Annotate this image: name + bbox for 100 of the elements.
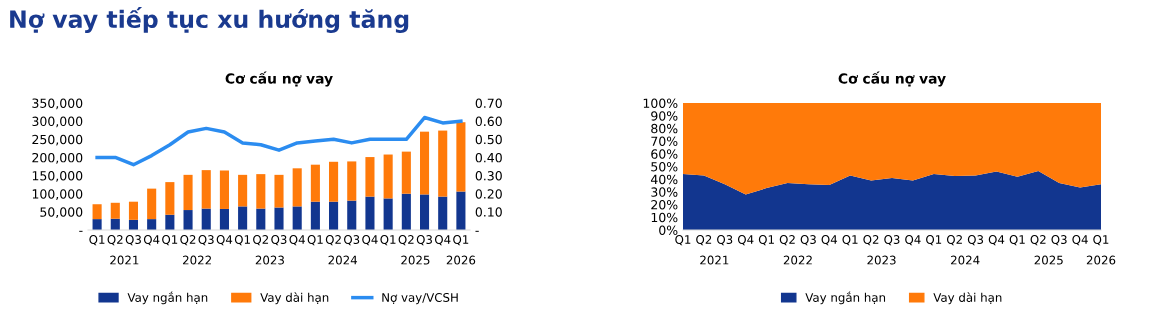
y2-tick-label: 0.60 xyxy=(475,116,502,127)
line-series xyxy=(95,115,463,167)
x-tick-label: Q3 xyxy=(884,235,900,246)
bar xyxy=(456,191,466,230)
bar xyxy=(419,194,430,230)
x-tick-label: Q4 xyxy=(362,235,378,246)
text: 2022 xyxy=(182,255,211,265)
bar xyxy=(183,210,193,230)
text: 2022 xyxy=(783,255,812,265)
bar xyxy=(110,202,120,219)
text: 2024 xyxy=(328,255,358,265)
x-tick-label: Q1 xyxy=(89,235,105,246)
x-tick-label: Q4 xyxy=(988,235,1005,246)
bar xyxy=(383,154,393,199)
y-tick-label: 60% xyxy=(651,149,678,159)
y2-tick-label: 0.50 xyxy=(475,134,502,145)
bar xyxy=(329,161,339,202)
text: 2026 xyxy=(1086,255,1116,265)
x-tick-label: Q1 xyxy=(675,235,691,246)
bar xyxy=(347,161,357,201)
bar xyxy=(147,219,157,230)
bar xyxy=(92,219,102,230)
bar xyxy=(256,174,266,209)
x-tick-label: Q1 xyxy=(162,235,178,246)
chart-title: Cơ cấu nợ vay xyxy=(838,71,946,87)
bar xyxy=(347,200,357,230)
bar xyxy=(365,157,375,197)
bar xyxy=(401,151,411,194)
bar xyxy=(438,196,448,230)
x-tick-label: Q2 xyxy=(863,235,879,246)
x-tick-label: Q4 xyxy=(821,235,838,246)
bar xyxy=(147,188,157,220)
y-tick-label: 150,000 xyxy=(32,171,83,182)
x-tick-label: Q2 xyxy=(696,235,712,246)
bar xyxy=(128,201,139,220)
bar xyxy=(292,206,302,230)
x-tick-label: Q1 xyxy=(380,235,396,246)
x-tick-label: Q3 xyxy=(198,235,214,246)
bar xyxy=(219,170,229,209)
x-tick-label: Q4 xyxy=(143,235,160,246)
text: 2021 xyxy=(110,255,139,265)
x-tick-label: Q2 xyxy=(180,235,196,246)
bar xyxy=(274,207,284,230)
legend-label: Nợ vay/VCSH xyxy=(382,292,458,305)
bar xyxy=(219,208,229,230)
y-tick-label: 10% xyxy=(651,212,678,223)
x-tick-label: Q2 xyxy=(946,235,962,246)
x-tick-label: Q2 xyxy=(779,235,795,246)
y-tick-label: 100,000 xyxy=(32,189,83,200)
bar xyxy=(456,122,466,192)
text: 2026 xyxy=(446,255,476,265)
bar xyxy=(201,170,211,209)
text: 2025 xyxy=(1034,255,1063,265)
bar xyxy=(201,208,211,230)
x-tick-label: Q2 xyxy=(325,235,341,246)
x-tick-label: Q3 xyxy=(125,235,141,246)
x-tick-label: Q4 xyxy=(905,235,921,246)
x-tick-label: Q2 xyxy=(253,235,269,246)
x-tick-label: Q4 xyxy=(434,235,451,246)
bar xyxy=(383,198,393,230)
bar xyxy=(329,201,339,230)
bar xyxy=(310,201,320,230)
y2-tick-label: - xyxy=(475,230,479,232)
x-tick-label: Q3 xyxy=(1051,235,1067,246)
y-tick-label: 90% xyxy=(651,111,678,121)
x-tick-label: Q3 xyxy=(967,235,984,246)
legend-label: Vay ngắn hạn xyxy=(805,291,886,305)
x-tick-label: Q1 xyxy=(1009,235,1025,246)
chart-title: Cơ cấu nợ vay xyxy=(225,71,333,87)
x-tick-label: Q4 xyxy=(216,235,233,246)
text: 2023 xyxy=(255,255,284,265)
y-tick-label: 40% xyxy=(650,174,678,185)
bar xyxy=(165,182,175,215)
x-tick-label: Q2 xyxy=(107,235,123,246)
bar xyxy=(310,164,320,202)
bar xyxy=(401,193,411,230)
y-tick-label: 350,000 xyxy=(32,98,83,110)
bar xyxy=(256,208,266,230)
x-tick-label: Q3 xyxy=(271,235,287,246)
y-tick-label: - xyxy=(79,230,83,232)
bar xyxy=(292,168,302,207)
bar xyxy=(183,174,193,211)
x-tick-label: Q1 xyxy=(926,235,942,246)
bar xyxy=(365,196,375,230)
x-tick-label: Q3 xyxy=(717,235,733,246)
y-tick-label: 300,000 xyxy=(32,116,83,128)
x-tick-label: Q3 xyxy=(344,235,360,246)
y-tick-label: 50,000 xyxy=(40,207,83,219)
x-tick-label: Q4 xyxy=(737,235,754,246)
y2-tick-label: 0.10 xyxy=(475,207,502,217)
bar xyxy=(438,130,448,197)
y2-tick-label: 0.20 xyxy=(475,189,502,199)
x-tick-label: Q1 xyxy=(1093,235,1109,246)
x-tick-label: Q1 xyxy=(758,235,774,246)
x-tick-label: Q1 xyxy=(307,235,323,246)
bar xyxy=(419,131,430,195)
y-tick-label: 100% xyxy=(643,98,678,108)
bar xyxy=(92,204,102,220)
legend-label: Vay dài hạn xyxy=(933,292,1002,305)
text: 2021 xyxy=(700,255,729,265)
